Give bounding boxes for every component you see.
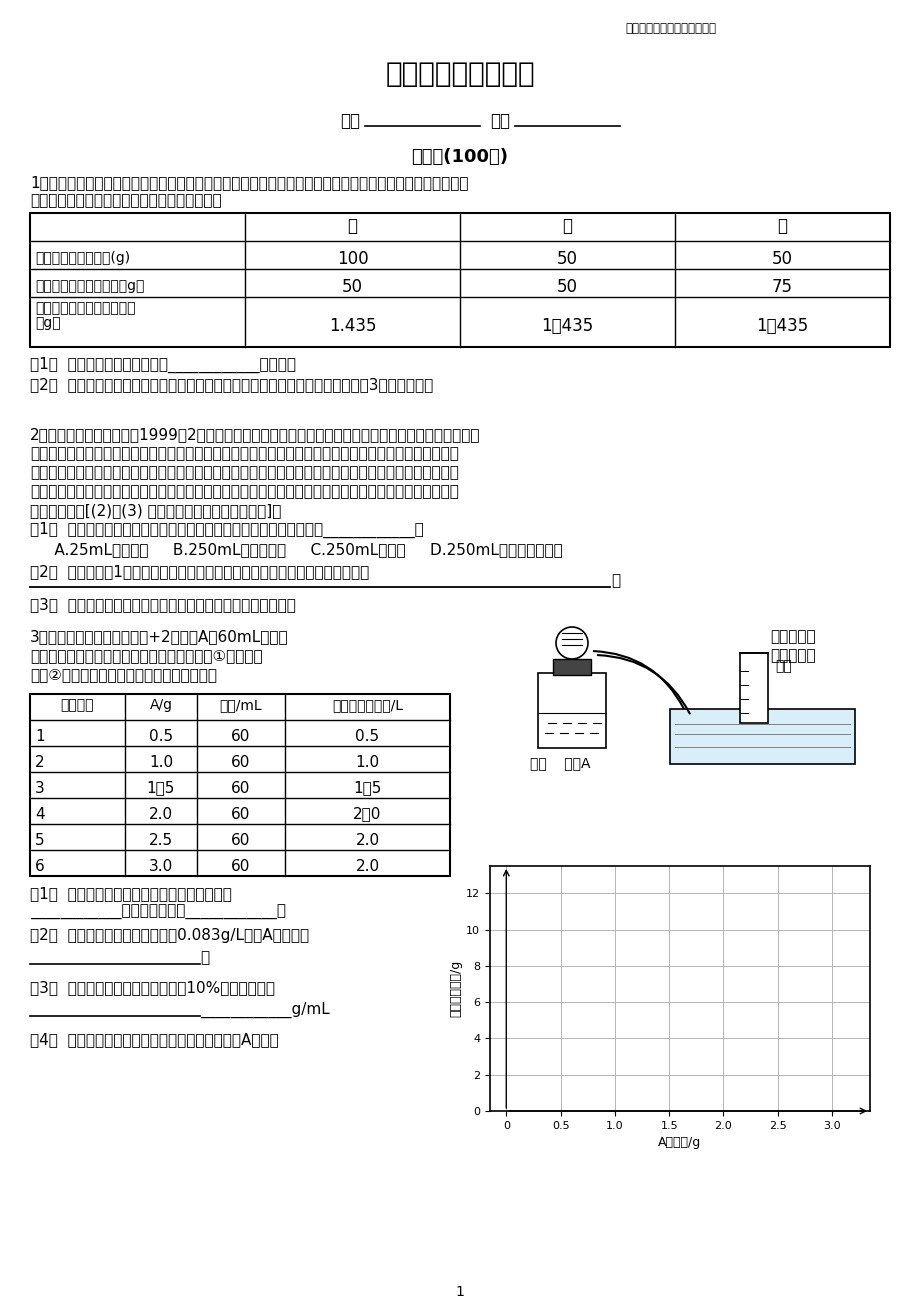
Text: （g）: （g）	[35, 316, 61, 329]
Text: 气被全部收: 气被全部收	[769, 648, 815, 663]
Text: 1.0: 1.0	[149, 755, 173, 769]
Bar	[30, 214, 889, 348]
Text: 1: 1	[455, 1285, 464, 1299]
Text: 75: 75	[771, 279, 792, 296]
Text: 有关定量的实验设计: 有关定量的实验设计	[385, 60, 534, 89]
Text: 60: 60	[231, 729, 250, 743]
Text: 60: 60	[231, 832, 250, 848]
Bar	[552, 659, 590, 674]
Text: 集，②其中有一次酸与金属恰好完全反应）：: 集，②其中有一次酸与金属恰好完全反应）：	[30, 667, 217, 682]
Text: 1。5: 1。5	[353, 781, 381, 796]
Text: （4）  在右边的坐标图中，画出六次实验中，金属A的质量: （4） 在右边的坐标图中，画出六次实验中，金属A的质量	[30, 1032, 278, 1047]
Text: 2.0: 2.0	[355, 858, 380, 874]
Text: 60: 60	[231, 781, 250, 796]
Text: 1.435: 1.435	[328, 318, 376, 335]
Text: 1。435: 1。435	[540, 318, 593, 335]
Text: 2.0: 2.0	[149, 807, 173, 822]
Text: 100: 100	[336, 250, 368, 268]
Text: 反应后所得的沉淀物的质量: 反应后所得的沉淀物的质量	[35, 301, 135, 315]
Text: 5: 5	[35, 832, 45, 848]
Text: 实验编号: 实验编号	[61, 698, 94, 712]
Text: 1.0: 1.0	[355, 755, 380, 769]
Text: 班级: 班级	[490, 112, 509, 130]
X-axis label: A的质量/g: A的质量/g	[658, 1137, 701, 1150]
Text: 所取海水样品的质量(g): 所取海水样品的质量(g)	[35, 251, 130, 266]
Text: 3、某学生分别用一定质量的+2价金属A与60mL盐酸反: 3、某学生分别用一定质量的+2价金属A与60mL盐酸反	[30, 629, 289, 644]
Text: 50: 50	[771, 250, 792, 268]
Text: 亡。经分析确认：该农妇是因地窖气中含二氧化碳较多导致缺氧而窒息身亡。所以进入地窖之前，要先做灯: 亡。经分析确认：该农妇是因地窖气中含二氧化碳较多导致缺氧而窒息身亡。所以进入地窖…	[30, 447, 459, 461]
Text: 进行测定。以下是某中学化学课外实验小组的同学，提出的测定地窖气中二氧化碳体积分数的实验方案，请: 进行测定。以下是某中学化学课外实验小组的同学，提出的测定地窖气中二氧化碳体积分数…	[30, 484, 459, 499]
Text: 2: 2	[35, 755, 45, 769]
Text: 1。435: 1。435	[755, 318, 808, 335]
Y-axis label: 盐酸盐的质量/g: 盐酸盐的质量/g	[448, 960, 461, 1017]
Text: （2）  试简述用（1）中所选择的最合适器具去采集地窖中气体样品的实验操作。: （2） 试简述用（1）中所选择的最合适器具去采集地窖中气体样品的实验操作。	[30, 564, 369, 579]
Text: ____________g/mL: ____________g/mL	[199, 1003, 329, 1018]
Text: 火实验，若灯火熄灭或燃烧不旺，人就不要进去。如果要知道地窖气中二氧化碳的体积分数就需要通过实验: 火实验，若灯火熄灭或燃烧不旺，人就不要进去。如果要知道地窖气中二氧化碳的体积分数…	[30, 465, 459, 480]
Text: （3）  试简述测量该气体样品中二氧化碳体积分数的操作方法。: （3） 试简述测量该气体样品中二氧化碳体积分数的操作方法。	[30, 598, 296, 612]
Text: 。: 。	[199, 950, 209, 965]
Text: （1）  从下列器具中选择最合适的器具采集地窖中气体样品，应该选用____________。: （1） 从下列器具中选择最合适的器具采集地窖中气体样品，应该选用________…	[30, 522, 424, 538]
Text: 1、为了对海水的氯化物（假设以氯化钠计算）进行成分分析，甲、乙、丙三位同学分别进行实验，他们的实: 1、为了对海水的氯化物（假设以氯化钠计算）进行成分分析，甲、乙、丙三位同学分别进…	[30, 174, 468, 190]
Text: （1）  用编号回答：上述实验中，金属过量的是: （1） 用编号回答：上述实验中，金属过量的是	[30, 885, 232, 901]
Text: 0.5: 0.5	[355, 729, 380, 743]
Text: （2）  假设所收集的氢气的密度为0.083g/L，则A的相对原: （2） 假设所收集的氢气的密度为0.083g/L，则A的相对原	[30, 928, 309, 943]
Text: （1）  两溶液恰好完全反应的是____________的实验。: （1） 两溶液恰好完全反应的是____________的实验。	[30, 357, 296, 374]
Text: 3.0: 3.0	[149, 858, 173, 874]
Text: ____________，盐酸过量的是____________。: ____________，盐酸过量的是____________。	[30, 905, 286, 921]
Text: 应，用右图: 应，用右图	[769, 629, 815, 644]
Text: 1: 1	[35, 729, 45, 743]
Text: 盐酸/mL: 盐酸/mL	[220, 698, 262, 712]
Bar	[538, 673, 606, 749]
Text: 60: 60	[231, 807, 250, 822]
Text: 1。5: 1。5	[147, 781, 175, 796]
Text: 2.5: 2.5	[149, 832, 173, 848]
Text: 装置收集氢气，所作六次实验结果如下（假设①产生的氢: 装置收集氢气，所作六次实验结果如下（假设①产生的氢	[30, 648, 262, 663]
Text: 验数据如下，请仔细观察分析，回答下列问题：: 验数据如下，请仔细观察分析，回答下列问题：	[30, 193, 221, 208]
Text: 60: 60	[231, 858, 250, 874]
Text: （2）  请计算海水中氯化物（以氯化钠计算）的质量分数是多少？（最后结果保留3位有效数字）: （2） 请计算海水中氯化物（以氯化钠计算）的质量分数是多少？（最后结果保留3位有…	[30, 378, 433, 392]
Text: 50: 50	[342, 279, 363, 296]
Text: 子质量为: 子质量为	[769, 928, 806, 943]
Text: 50: 50	[556, 279, 577, 296]
Text: 初中化学有关定量的实验设计: 初中化学有关定量的实验设计	[624, 22, 715, 35]
Text: 50: 50	[556, 250, 577, 268]
Text: 加入硝酸银溶液的质量（g）: 加入硝酸银溶液的质量（g）	[35, 279, 144, 293]
Text: 3: 3	[35, 781, 45, 796]
Text: 4: 4	[35, 807, 45, 822]
Text: （3）  所用盐酸中溶质的质量分数为10%，则其密度为: （3） 所用盐酸中溶质的质量分数为10%，则其密度为	[30, 980, 275, 995]
Text: 2.0: 2.0	[355, 832, 380, 848]
Text: 。: 。	[610, 573, 619, 589]
Text: 丙: 丙	[777, 217, 787, 236]
Text: A/g: A/g	[149, 698, 173, 712]
Text: 2。0: 2。0	[353, 807, 381, 822]
Circle shape	[555, 628, 587, 659]
Text: 量筒: 量筒	[774, 659, 791, 673]
Bar	[30, 694, 449, 876]
Bar	[669, 710, 854, 764]
Text: A.25mL普通烧杯     B.250mL普通集气瓶     C.250mL塑料袋     D.250mL有刻度的集气瓶: A.25mL普通烧杯 B.250mL普通集气瓶 C.250mL塑料袋 D.250…	[30, 542, 562, 557]
Text: 甲: 甲	[347, 217, 357, 236]
Text: 与生成的: 与生成的	[769, 1032, 806, 1047]
Text: 盐酸    金属A: 盐酸 金属A	[529, 756, 590, 769]
Text: 6: 6	[35, 858, 45, 874]
Text: 60: 60	[231, 755, 250, 769]
Text: 2、根据《健康报》报道，1999年2月河南省正阳县有位五十多岁的农妇，到自家地窖中拿红薯时，不幸身: 2、根据《健康报》报道，1999年2月河南省正阳县有位五十多岁的农妇，到自家地窖…	[30, 427, 480, 441]
Text: 必做题(100分): 必做题(100分)	[411, 148, 508, 165]
Text: 乙: 乙	[562, 217, 572, 236]
Text: 0.5: 0.5	[149, 729, 173, 743]
Text: 回答有关问题[(2)、(3) 中若还需其它实验物品可任选]：: 回答有关问题[(2)、(3) 中若还需其它实验物品可任选]：	[30, 503, 281, 518]
Bar	[739, 654, 767, 723]
Text: 姓名: 姓名	[340, 112, 359, 130]
Text: 产生氢气的体积/L: 产生氢气的体积/L	[332, 698, 403, 712]
